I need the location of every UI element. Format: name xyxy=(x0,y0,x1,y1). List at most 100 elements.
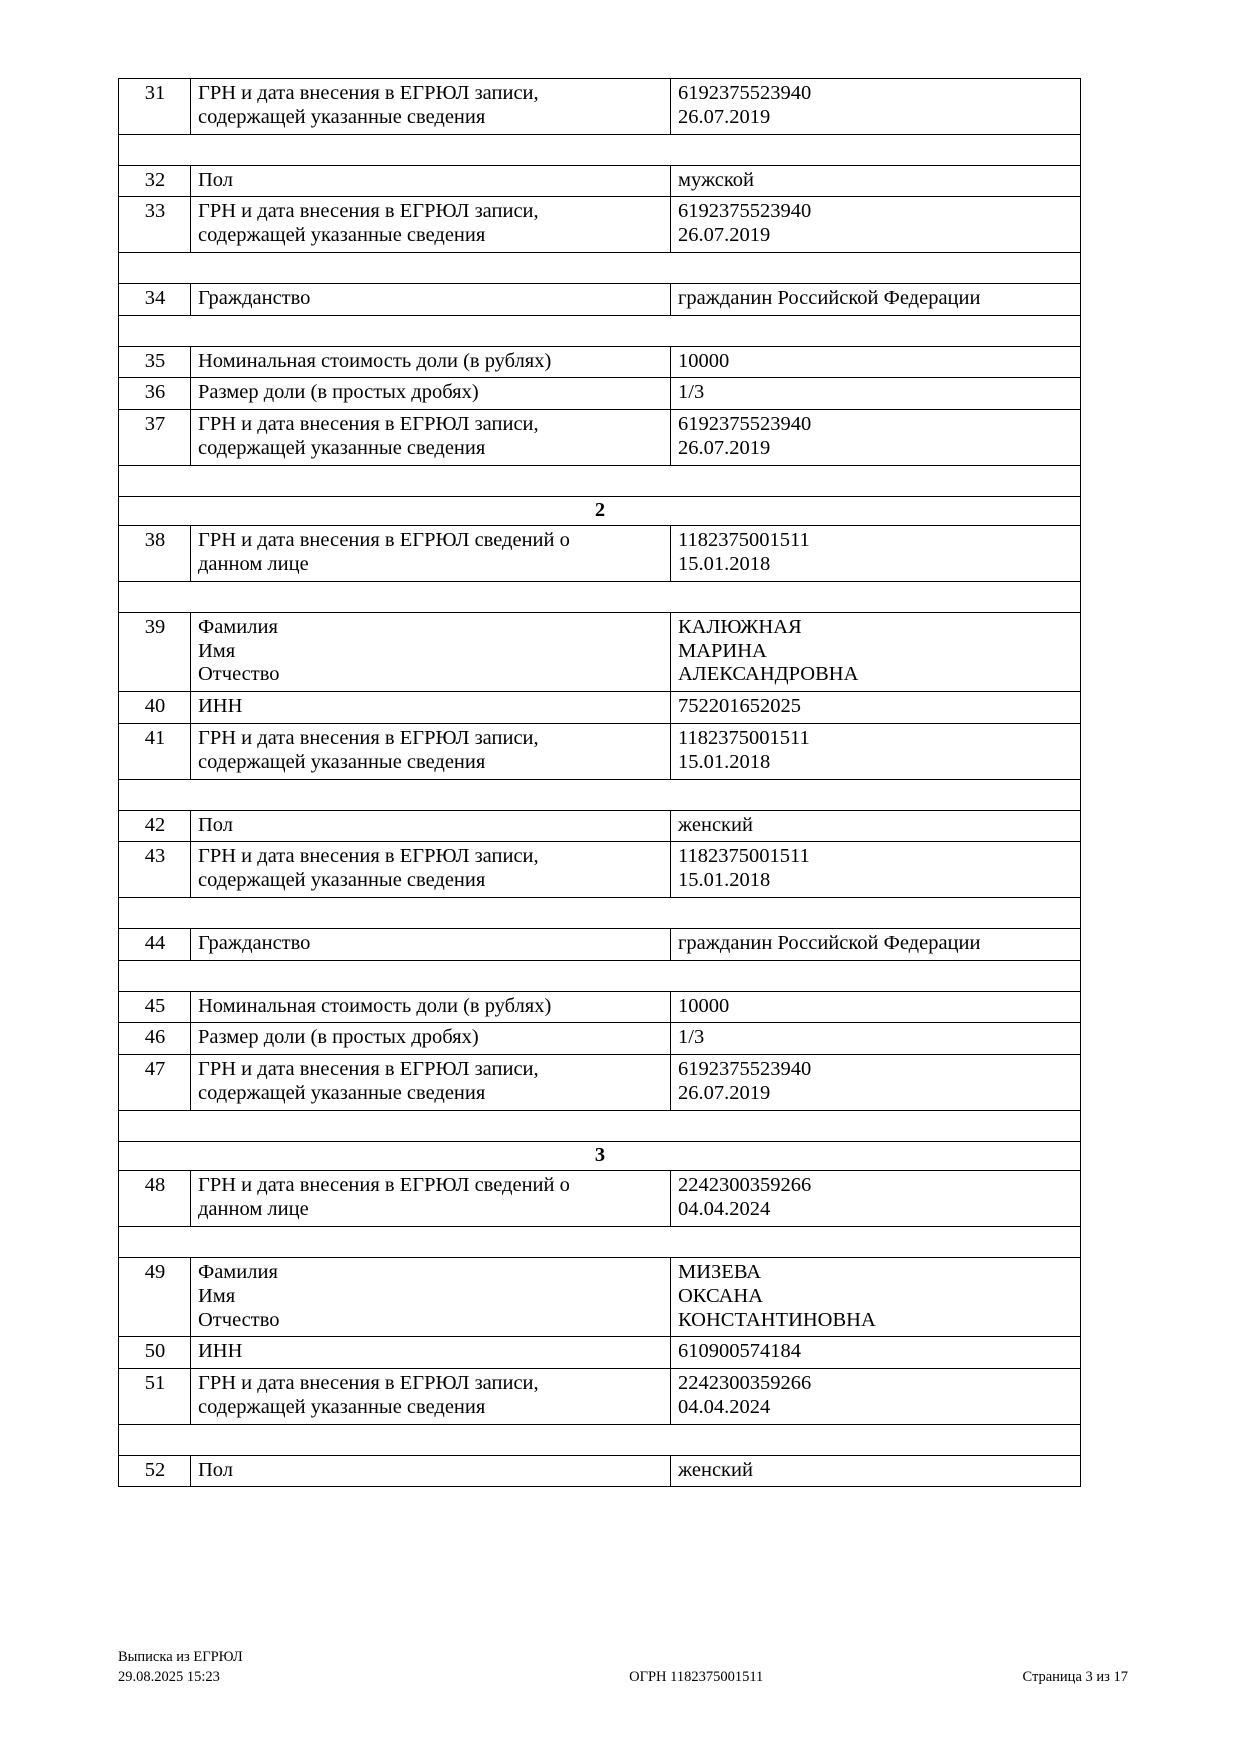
spacer-cell xyxy=(118,1109,1081,1142)
label-line: ГРН и дата внесения в ЕГРЮЛ записи, xyxy=(198,200,539,223)
table-row: 48 ГРН и дата внесения в ЕГРЮЛ сведений о… xyxy=(118,1170,1081,1227)
page-footer: Выписка из ЕГРЮЛ 29.08.2025 15:23 ОГРН 1… xyxy=(118,1648,1128,1686)
row-number: 48 xyxy=(118,1170,191,1227)
value-line: 04.04.2024 xyxy=(678,1198,771,1221)
row-value: 1/3 xyxy=(670,377,1081,411)
value-line: 15.01.2018 xyxy=(678,553,771,576)
row-label: ГРН и дата внесения в ЕГРЮЛ записи, содер… xyxy=(190,409,671,466)
value-line: 6192375523940 xyxy=(678,200,812,223)
table-spacer-row xyxy=(118,580,1081,613)
value-line: 6192375523940 xyxy=(678,413,812,436)
row-number: 33 xyxy=(118,196,191,253)
footer-ogrn: ОГРН 1182375001511 xyxy=(629,1668,764,1685)
label-line: Размер доли (в простых дробях) xyxy=(198,381,479,404)
label-line: содержащей указанные сведения xyxy=(198,224,486,247)
row-value: КАЛЮЖНАЯ МАРИНА АЛЕКСАНДРОВНА xyxy=(670,611,1081,693)
table-row: 49 Фамилия Имя Отчество МИЗЕВА ОКСАНА КОНСТАНТ… xyxy=(118,1256,1081,1338)
row-number: 32 xyxy=(118,164,191,198)
row-value: 2242300359266 04.04.2024 xyxy=(670,1368,1081,1425)
row-value: 1182375001511 15.01.2018 xyxy=(670,525,1081,582)
table-row: 37 ГРН и дата внесения в ЕГРЮЛ записи, сод… xyxy=(118,409,1081,466)
section-title: 3 xyxy=(118,1140,1081,1172)
spacer-cell xyxy=(118,251,1081,284)
row-number: 46 xyxy=(118,1022,191,1056)
row-value: 610900574184 xyxy=(670,1336,1081,1370)
row-number: 42 xyxy=(118,809,191,843)
value-line: гражданин Российской Федерации xyxy=(678,286,981,309)
table-spacer-row xyxy=(118,1225,1081,1258)
row-number: 38 xyxy=(118,525,191,582)
row-number: 50 xyxy=(118,1336,191,1370)
label-line: содержащей указанные сведения xyxy=(198,750,486,773)
value-line: 26.07.2019 xyxy=(678,436,771,459)
row-number: 52 xyxy=(118,1454,191,1488)
row-label: ГРН и дата внесения в ЕГРЮЛ записи, содер… xyxy=(190,196,671,253)
table-row: 35 Номинальная стоимость доли (в рублях) 1… xyxy=(118,345,1081,379)
row-value: гражданин Российской Федерации xyxy=(670,927,1081,961)
table-spacer-row xyxy=(118,464,1081,497)
value-line: 1182375001511 xyxy=(678,727,810,750)
value-line: 26.07.2019 xyxy=(678,1081,771,1104)
value-line: ОКСАНА xyxy=(678,1284,764,1307)
egrul-table: 31 ГРН и дата внесения в ЕГРЮЛ записи, сод… xyxy=(118,78,1081,1488)
row-label: ГРН и дата внесения в ЕГРЮЛ записи, содер… xyxy=(190,78,671,135)
row-value: 1182375001511 15.01.2018 xyxy=(670,841,1081,898)
value-line: 10000 xyxy=(678,349,730,372)
footer-page-info: Страница 3 из 17 xyxy=(1022,1668,1128,1685)
table-row: 50 ИНН 610900574184 xyxy=(118,1336,1081,1370)
row-label: Номинальная стоимость доли (в рублях) xyxy=(190,990,671,1024)
row-value: 6192375523940 26.07.2019 xyxy=(670,1054,1081,1111)
value-line: 6192375523940 xyxy=(678,82,812,104)
spacer-cell xyxy=(118,1423,1081,1456)
row-label: ГРН и дата внесения в ЕГРЮЛ записи, содер… xyxy=(190,1054,671,1111)
label-line: ГРН и дата внесения в ЕГРЮЛ записи, xyxy=(198,1058,539,1081)
row-number: 47 xyxy=(118,1054,191,1111)
table-row: 51 ГРН и дата внесения в ЕГРЮЛ записи, сод… xyxy=(118,1368,1081,1425)
value-line: мужской xyxy=(678,168,754,191)
label-line: Пол xyxy=(198,1458,234,1481)
value-line: 752201652025 xyxy=(678,695,801,718)
row-value: мужской xyxy=(670,164,1081,198)
value-line: 2242300359266 xyxy=(678,1174,812,1197)
row-label: Пол xyxy=(190,164,671,198)
label-line: ГРН и дата внесения в ЕГРЮЛ записи, xyxy=(198,82,539,104)
value-line: 04.04.2024 xyxy=(678,1395,771,1418)
row-label: ГРН и дата внесения в ЕГРЮЛ записи, содер… xyxy=(190,723,671,780)
row-value: 10000 xyxy=(670,990,1081,1024)
table-row: 44 Гражданство гражданин Российской Федера… xyxy=(118,927,1081,961)
value-line: 10000 xyxy=(678,994,730,1017)
table-row: 43 ГРН и дата внесения в ЕГРЮЛ записи, сод… xyxy=(118,841,1081,898)
table-row: 52 Пол женский xyxy=(118,1454,1081,1488)
label-line: ИНН xyxy=(198,1340,243,1363)
table-spacer-row xyxy=(118,133,1081,166)
row-label: Размер доли (в простых дробях) xyxy=(190,1022,671,1056)
value-line: МИЗЕВА xyxy=(678,1260,762,1283)
value-line: КАЛЮЖНАЯ xyxy=(678,615,802,638)
row-number: 41 xyxy=(118,723,191,780)
label-line: содержащей указанные сведения xyxy=(198,436,486,459)
table-spacer-row xyxy=(118,314,1081,347)
value-line: 26.07.2019 xyxy=(678,224,771,247)
label-line: Имя xyxy=(198,639,236,662)
row-label: Пол xyxy=(190,1454,671,1488)
spacer-cell xyxy=(118,133,1081,166)
table-row: 41 ГРН и дата внесения в ЕГРЮЛ записи, сод… xyxy=(118,723,1081,780)
row-value: 6192375523940 26.07.2019 xyxy=(670,78,1081,135)
label-line: Гражданство xyxy=(198,286,311,309)
label-line: данном лице xyxy=(198,553,309,576)
label-line: Пол xyxy=(198,168,234,191)
table-row: 45 Номинальная стоимость доли (в рублях) 1… xyxy=(118,990,1081,1024)
row-number: 45 xyxy=(118,990,191,1024)
table-spacer-row xyxy=(118,896,1081,929)
row-number: 44 xyxy=(118,927,191,961)
row-label: ИНН xyxy=(190,1336,671,1370)
row-value: 6192375523940 26.07.2019 xyxy=(670,409,1081,466)
row-label: ГРН и дата внесения в ЕГРЮЛ записи, содер… xyxy=(190,841,671,898)
row-value: гражданин Российской Федерации xyxy=(670,282,1081,316)
label-line: Гражданство xyxy=(198,931,311,954)
row-value: 1/3 xyxy=(670,1022,1081,1056)
label-line: Фамилия xyxy=(198,1260,278,1283)
label-line: ГРН и дата внесения в ЕГРЮЛ сведений о xyxy=(198,529,570,552)
spacer-cell xyxy=(118,580,1081,613)
table-row: 36 Размер доли (в простых дробях) 1/3 xyxy=(118,377,1081,411)
